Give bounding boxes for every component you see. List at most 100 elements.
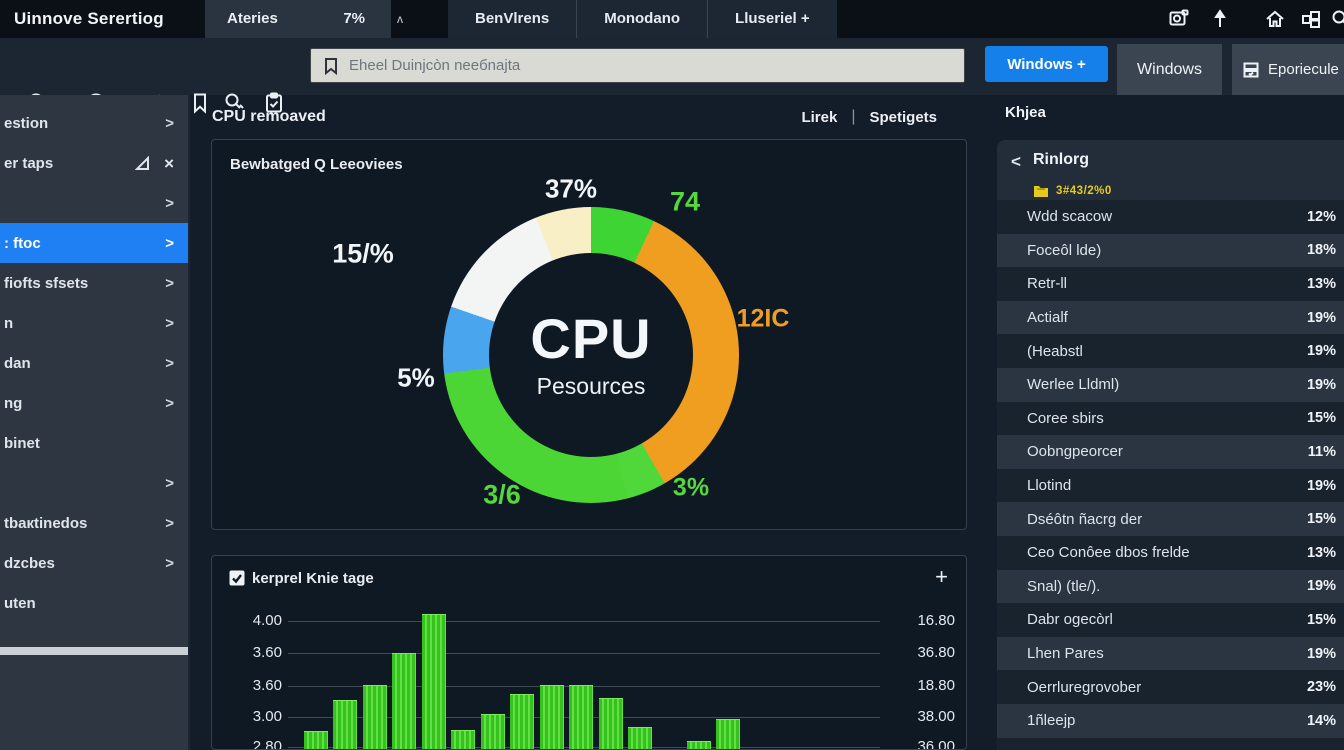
process-name: Llotind (1027, 477, 1072, 495)
sidebar-item-label: er taps (4, 154, 54, 172)
process-name: Dabr ogecòrl (1027, 611, 1113, 629)
topbar-percent-value: 7% (343, 10, 365, 27)
sidebar-item-label: fiofts sfsets (4, 274, 89, 292)
sidebar-item-1[interactable]: er taps × (0, 143, 188, 183)
process-name: Coree sbirs (1027, 409, 1104, 427)
sidebar-item-7[interactable]: ng > (0, 383, 188, 423)
bar (716, 719, 741, 749)
bar (510, 693, 535, 749)
close-icon[interactable]: × (164, 153, 174, 173)
bar (627, 726, 652, 749)
process-percent: 18% (1306, 242, 1336, 259)
process-row-10[interactable]: Ceo Conôee dbos frelde 13% (997, 535, 1344, 570)
sidebar-item-2[interactable]: > (0, 183, 188, 223)
process-row-5[interactable]: Werlee Lldml) 19% (997, 367, 1344, 402)
donut-label-3: 3% (672, 473, 710, 502)
process-row-15[interactable]: 1ñleejp 14% (997, 703, 1344, 738)
top-tab-0[interactable]: BenVlrens (475, 10, 550, 27)
sidebar-bottom-strip (0, 647, 188, 655)
toolbar: Windows + Windows Eporiecule (0, 38, 1344, 114)
pin-icon[interactable] (1209, 8, 1231, 30)
bar (480, 714, 505, 749)
sidebar-item-3[interactable]: : ftoc > (0, 223, 188, 263)
sidebar-item-9[interactable]: > (0, 463, 188, 503)
process-row-12[interactable]: Dabr ogecòrl 15% (997, 603, 1344, 637)
process-percent: 14% (1306, 712, 1336, 729)
right-panel-title: Khjea (1005, 104, 1046, 121)
process-row-4[interactable]: (Heabstl 19% (997, 334, 1344, 368)
search-icon[interactable] (1330, 8, 1344, 30)
sidebar-item-label: estion (4, 114, 49, 132)
bar-card-title: kerprel Knie tage (252, 570, 374, 587)
top-tab-1[interactable]: Monodano (576, 0, 707, 38)
process-percent: 19% (1306, 645, 1336, 662)
zoom-icon[interactable] (222, 91, 246, 115)
link-lirek[interactable]: Lirek (801, 108, 838, 126)
home-icon[interactable] (1264, 8, 1286, 30)
windows-add-button[interactable]: Windows + (985, 46, 1108, 82)
bar (539, 684, 564, 749)
bar (421, 613, 446, 749)
resize-triangle-icon[interactable] (135, 155, 150, 171)
bookmark-icon (321, 56, 341, 76)
add-button[interactable]: + (935, 564, 948, 589)
process-row-1[interactable]: Foceôl lde) 18% (997, 233, 1344, 268)
process-row-9[interactable]: Dséôtn ñacrg der 15% (997, 502, 1344, 536)
tab-ateries[interactable]: Ateries (227, 10, 278, 27)
process-row-11[interactable]: Snal) (tle/). 19% (997, 569, 1344, 604)
top-tab-2[interactable]: Lluseriel + (707, 0, 837, 38)
screenshot-icon[interactable] (1168, 8, 1190, 30)
process-row-13[interactable]: Lhen Pares 19% (997, 636, 1344, 671)
process-list-card: < Rinlorg 3#43/2%0 Wdd scacow 12% Foceôl l… (997, 140, 1344, 750)
process-percent: 13% (1306, 544, 1336, 561)
sidebar-item-4[interactable]: fiofts sfsets > (0, 263, 188, 303)
clipboard-check-icon[interactable] (262, 91, 286, 115)
process-row-partial (997, 737, 1344, 750)
y-axis-tick-left: 4.00 (252, 612, 282, 629)
panel-tab-label: Eporiecule (1268, 61, 1339, 78)
process-row-14[interactable]: Oerrluregrovober 23% (997, 670, 1344, 704)
process-row-3[interactable]: Actialf 19% (997, 300, 1344, 335)
process-name: Lhen Pares (1027, 645, 1104, 663)
donut-label-0: 37% (544, 173, 598, 204)
sidebar-item-0[interactable]: estion > (0, 103, 188, 143)
bar (569, 684, 594, 749)
donut-center: CPU Pesources (489, 253, 693, 457)
link-spetigets[interactable]: Spetigets (869, 108, 937, 126)
process-row-8[interactable]: Llotind 19% (997, 468, 1344, 503)
sidebar-item-5[interactable]: n > (0, 303, 188, 343)
chart-checkbox-icon (228, 569, 246, 587)
y-axis-tick-right: 36.80 (917, 644, 955, 661)
sidebar-item-label: uten (4, 594, 36, 612)
bookmark-icon[interactable] (188, 91, 212, 115)
chevron-right-icon: > (165, 394, 174, 412)
sidebar-item-12[interactable]: uten (0, 583, 188, 623)
donut-label-1: 74 (669, 186, 701, 217)
back-chevron-icon[interactable]: < (1011, 152, 1021, 171)
process-row-0[interactable]: Wdd scacow 12% (997, 200, 1344, 234)
sidebar-item-6[interactable]: dan > (0, 343, 188, 383)
tiles-icon[interactable] (1300, 8, 1322, 30)
sidebar-item-11[interactable]: dzcbes > (0, 543, 188, 583)
process-row-6[interactable]: Coree sbirs 15% (997, 401, 1344, 436)
y-axis-tick-right: 16.80 (917, 612, 955, 629)
bar (362, 684, 387, 749)
bar (304, 730, 328, 749)
process-name: (Heabstl (1027, 342, 1083, 360)
y-axis-tick-left: 3.00 (252, 708, 282, 725)
process-row-2[interactable]: Retr-ll 13% (997, 267, 1344, 301)
windows-tab[interactable]: Windows (1117, 44, 1222, 95)
sidebar-item-10[interactable]: tbaкtinedos > (0, 503, 188, 543)
sidebar-item-8[interactable]: binet (0, 423, 188, 463)
process-percent: 11% (1307, 443, 1336, 460)
main-content: CPU remoaved Lirek | Spetigets Bewbatged… (190, 95, 985, 750)
process-row-7[interactable]: Oobngpeorcer 11% (997, 435, 1344, 469)
panel-tab[interactable]: Eporiecule (1232, 44, 1344, 95)
process-percent: 19% (1306, 309, 1336, 326)
search-input[interactable] (349, 49, 949, 82)
process-percent: 19% (1306, 376, 1336, 393)
y-axis-tick-right: 38.00 (917, 708, 955, 725)
top-tab-bar: BenVlrens Monodano Lluseriel + (448, 0, 837, 38)
gridline (288, 621, 880, 622)
